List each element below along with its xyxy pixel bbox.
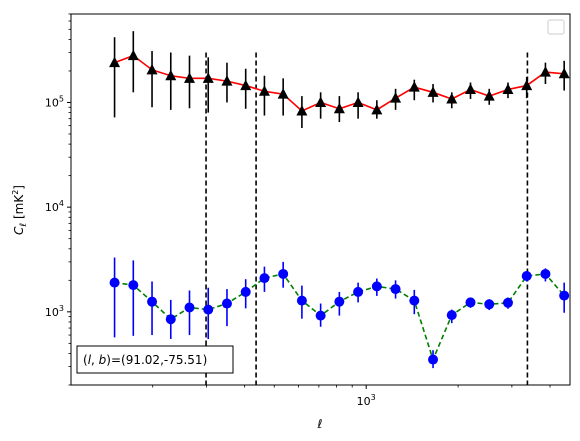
- axes-frame: [70, 13, 571, 386]
- data-point-triangle: [352, 96, 364, 107]
- data-point-triangle: [446, 92, 458, 104]
- data-point-circle: [184, 302, 195, 313]
- data-point-triangle: [109, 56, 121, 68]
- data-point-triangle: [240, 79, 252, 91]
- data-point-circle: [221, 298, 232, 309]
- data-point-triangle: [184, 72, 196, 83]
- data-point-circle: [409, 295, 420, 306]
- plot-area: [109, 31, 570, 385]
- data-point-circle: [109, 277, 120, 288]
- data-point-circle: [315, 310, 326, 321]
- data-point-triangle: [277, 88, 289, 99]
- data-point-circle: [128, 280, 139, 291]
- y-tick-label: 103: [45, 304, 64, 319]
- data-point-triangle: [127, 49, 139, 61]
- x-axis-label: ℓ: [317, 417, 323, 431]
- y-tick-label: 105: [45, 94, 64, 109]
- data-point-circle: [390, 284, 401, 295]
- data-point-triangle: [465, 83, 477, 95]
- x-tick-label: 103: [357, 393, 376, 408]
- data-point-circle: [147, 296, 158, 307]
- data-point-triangle: [221, 75, 233, 86]
- data-point-circle: [484, 299, 495, 310]
- data-point-triangle: [502, 83, 514, 95]
- data-point-triangle: [202, 72, 214, 83]
- data-point-triangle: [258, 85, 270, 96]
- y-tick-label: 104: [45, 199, 64, 214]
- data-point-circle: [428, 354, 439, 365]
- data-point-circle: [296, 295, 307, 306]
- data-point-circle: [540, 268, 551, 279]
- data-point-triangle: [315, 96, 327, 107]
- data-point-circle: [203, 304, 214, 315]
- data-point-triangle: [165, 69, 177, 81]
- series-1: [109, 31, 570, 129]
- data-point-circle: [559, 290, 570, 301]
- data-point-triangle: [483, 90, 495, 101]
- data-point-triangle: [296, 104, 308, 116]
- data-point-circle: [334, 296, 345, 307]
- data-point-circle: [240, 286, 251, 297]
- data-point-circle: [521, 270, 532, 281]
- data-point-triangle: [333, 102, 345, 114]
- data-point-triangle: [539, 66, 551, 77]
- data-point-circle: [278, 268, 289, 279]
- data-point-triangle: [521, 79, 533, 91]
- data-point-circle: [165, 314, 176, 325]
- data-point-circle: [446, 310, 457, 321]
- axis-ticks: [67, 13, 551, 389]
- series-2: [109, 257, 570, 369]
- data-point-triangle: [371, 103, 383, 115]
- legend-box: [547, 19, 565, 35]
- data-point-circle: [502, 297, 513, 308]
- annotation-box: [76, 345, 234, 374]
- data-point-circle: [353, 286, 364, 297]
- data-point-triangle: [408, 81, 420, 92]
- data-point-circle: [371, 281, 382, 292]
- data-point-triangle: [390, 92, 402, 103]
- data-point-triangle: [558, 67, 570, 79]
- data-point-circle: [259, 273, 270, 284]
- y-axis-label: Cℓ [mK2]: [11, 185, 29, 235]
- data-point-circle: [465, 297, 476, 308]
- data-point-triangle: [427, 86, 439, 97]
- annotation-text: (l, b)=(91.02,-75.51): [83, 353, 207, 367]
- data-point-triangle: [146, 63, 158, 75]
